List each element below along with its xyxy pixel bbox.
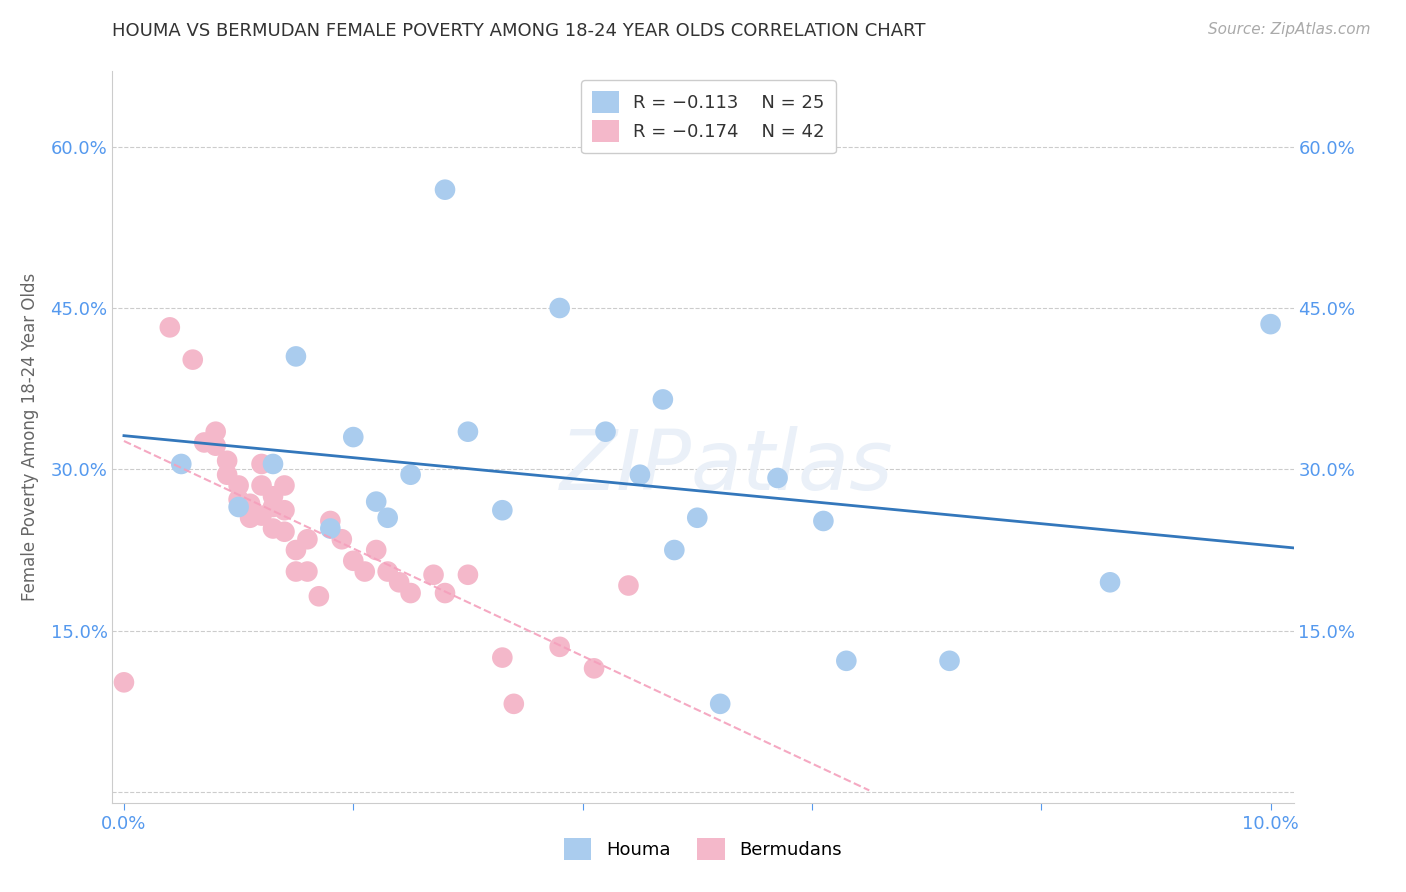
Point [308, 589, 330, 603]
Point [651, 392, 673, 407]
Point [709, 697, 731, 711]
Point [353, 565, 375, 579]
Point [330, 533, 353, 547]
Point [835, 654, 858, 668]
Y-axis label: Female Poverty Among 18-24 Year Olds: Female Poverty Among 18-24 Year Olds [21, 273, 39, 601]
Point [377, 510, 399, 524]
Point [548, 301, 571, 315]
Point [181, 352, 204, 367]
Point [228, 478, 250, 492]
Point [297, 533, 319, 547]
Point [457, 425, 479, 439]
Point [583, 661, 606, 675]
Text: Source: ZipAtlas.com: Source: ZipAtlas.com [1208, 22, 1371, 37]
Point [170, 457, 193, 471]
Point [228, 492, 250, 507]
Point [112, 675, 135, 690]
Point [399, 586, 422, 600]
Point [399, 467, 422, 482]
Point [319, 521, 342, 535]
Point [284, 350, 307, 364]
Point [217, 467, 239, 482]
Point [273, 478, 295, 492]
Point [217, 454, 239, 468]
Point [297, 565, 319, 579]
Point [204, 425, 226, 439]
Legend: Houma, Bermudans: Houma, Bermudans [557, 830, 849, 867]
Point [366, 494, 388, 508]
Point [1099, 575, 1122, 590]
Point [262, 457, 284, 471]
Point [388, 575, 411, 590]
Point [262, 489, 284, 503]
Point [491, 650, 513, 665]
Point [628, 467, 651, 482]
Point [193, 435, 215, 450]
Point [239, 510, 262, 524]
Point [342, 430, 364, 444]
Point [250, 457, 273, 471]
Point [250, 508, 273, 523]
Point [595, 425, 617, 439]
Point [434, 183, 457, 197]
Point [377, 565, 399, 579]
Point [617, 578, 640, 592]
Point [228, 500, 250, 514]
Point [457, 567, 479, 582]
Text: ZIPatlas: ZIPatlas [560, 425, 893, 507]
Point [262, 521, 284, 535]
Point [664, 543, 686, 558]
Point [319, 514, 342, 528]
Point [250, 478, 273, 492]
Point [766, 471, 789, 485]
Point [273, 524, 295, 539]
Point [284, 565, 307, 579]
Point [502, 697, 524, 711]
Point [159, 320, 181, 334]
Point [262, 500, 284, 514]
Point [938, 654, 960, 668]
Point [366, 543, 388, 558]
Point [686, 510, 709, 524]
Point [491, 503, 513, 517]
Point [239, 497, 262, 511]
Point [813, 514, 835, 528]
Point [434, 586, 457, 600]
Point [342, 554, 364, 568]
Point [422, 567, 444, 582]
Point [273, 503, 295, 517]
Point [1260, 317, 1282, 331]
Text: HOUMA VS BERMUDAN FEMALE POVERTY AMONG 18-24 YEAR OLDS CORRELATION CHART: HOUMA VS BERMUDAN FEMALE POVERTY AMONG 1… [112, 22, 927, 40]
Point [284, 543, 307, 558]
Point [204, 439, 226, 453]
Point [548, 640, 571, 654]
